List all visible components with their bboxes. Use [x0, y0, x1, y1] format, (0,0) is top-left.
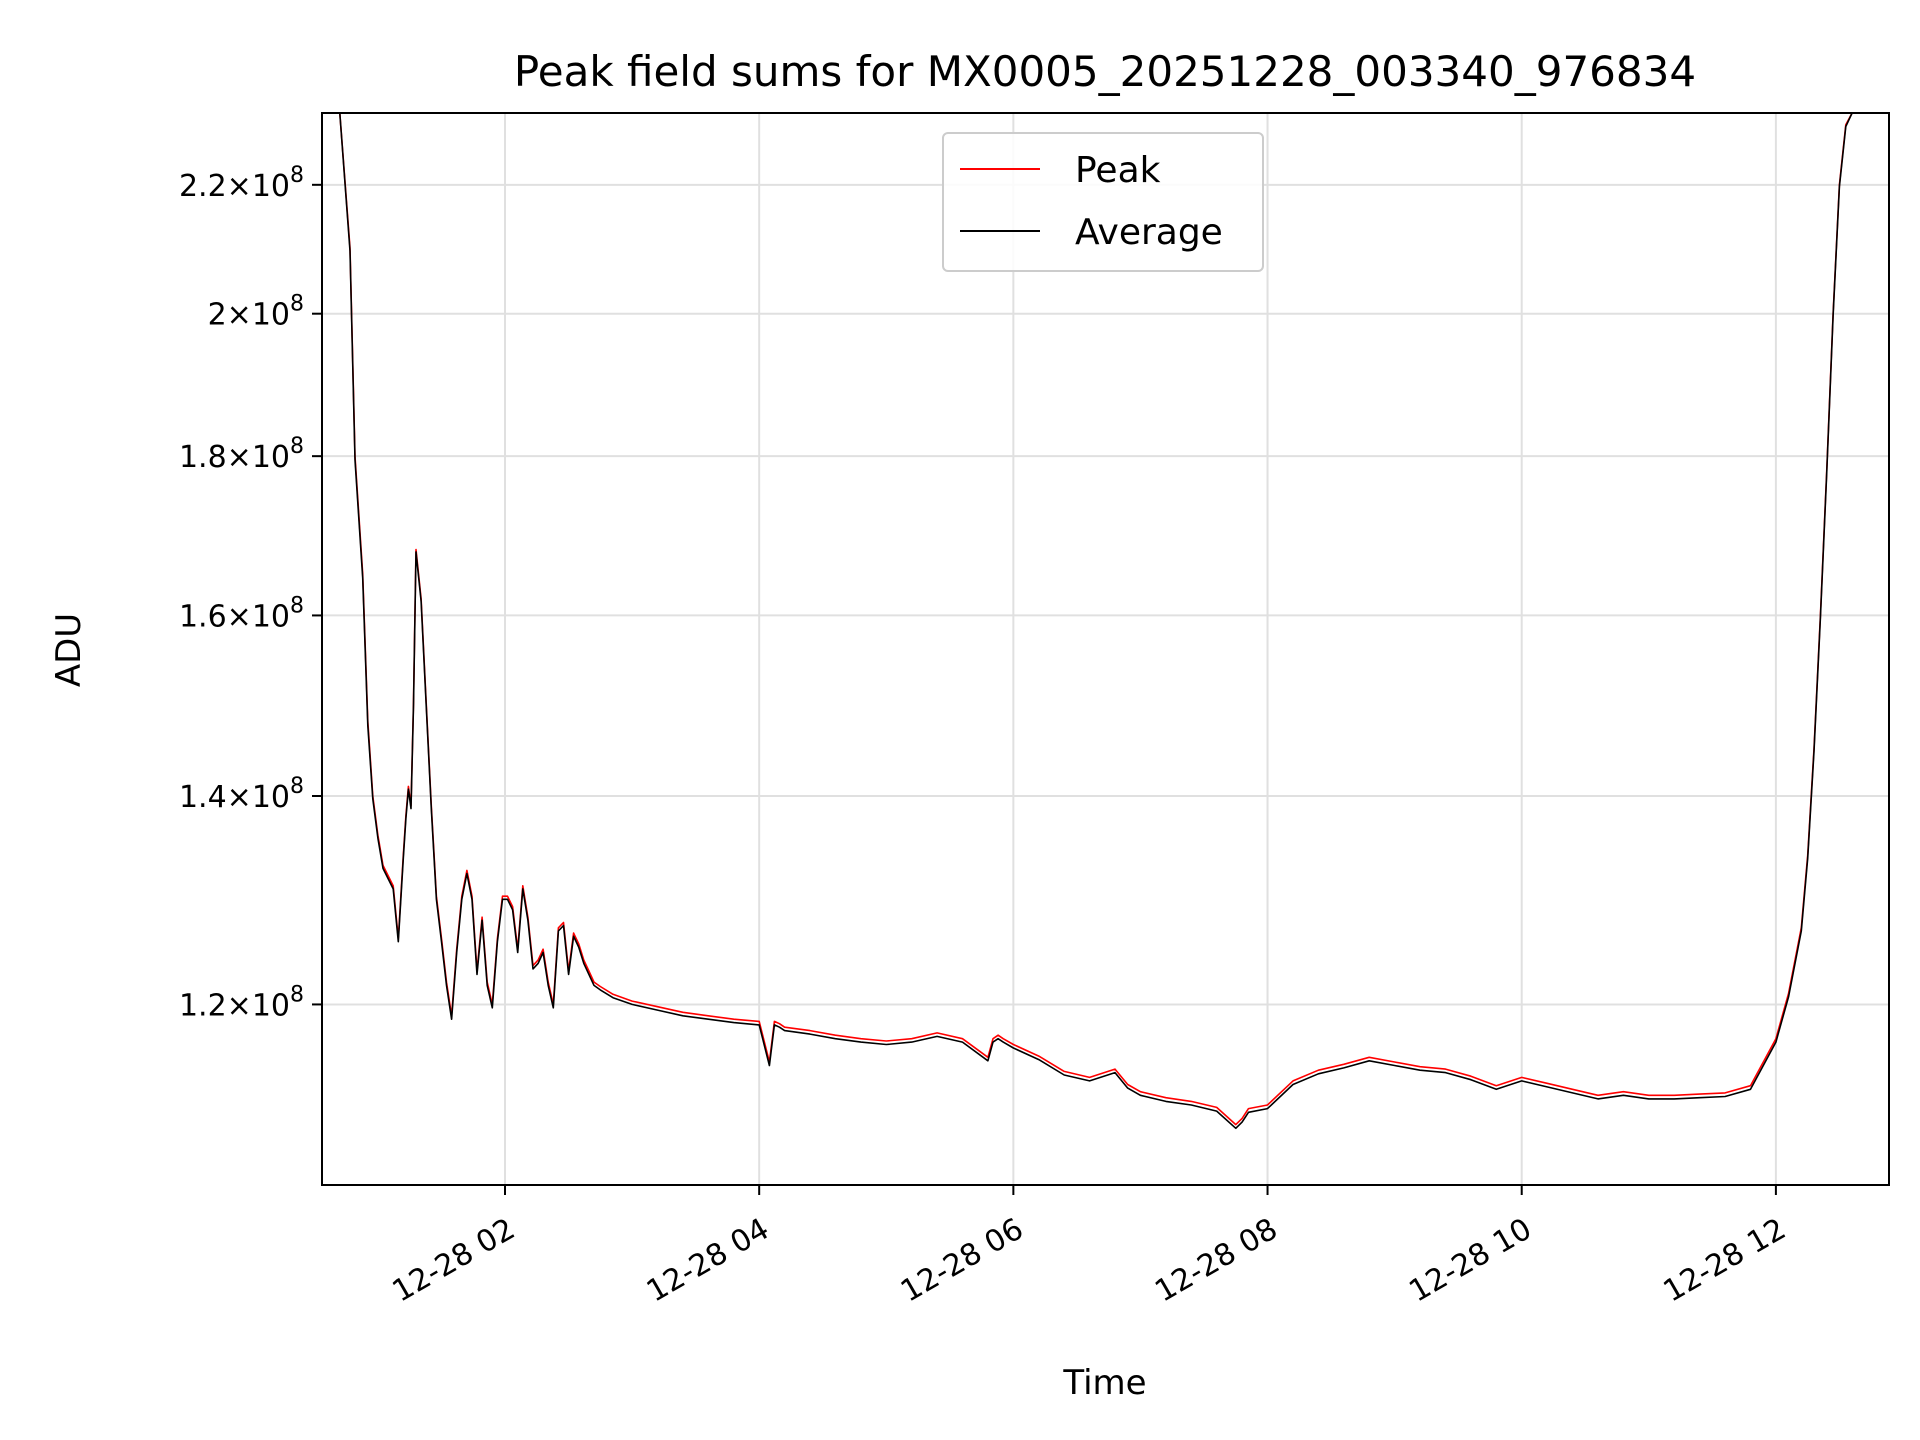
y-axis-ticks: 1.2×108 1.4×108 1.6×108 1.8×108 2×108 2.2×108: [179, 163, 322, 1023]
y-tick-label-2: 1.6×108: [179, 593, 304, 634]
legend-entries: Peak Average: [960, 150, 1223, 253]
y-tick-label-1: 1.4×108: [179, 774, 304, 815]
legend-box: [942, 132, 1264, 272]
x-axis-label: Time: [1062, 1363, 1146, 1403]
y-tick-label-4: 2×108: [208, 292, 304, 333]
series-line-average: [322, 113, 1889, 1130]
legend-label-average: Average: [1075, 212, 1223, 253]
grid-lines: [322, 113, 1889, 1185]
legend-label-peak: Peak: [1075, 150, 1161, 191]
legend: Peak Average: [942, 132, 1264, 272]
y-tick-label-5: 2.2×108: [179, 163, 304, 204]
y-tick-label-3: 1.8×108: [179, 434, 304, 475]
plot-background: [322, 113, 1889, 1185]
y-axis-label: ADU: [49, 613, 89, 687]
plot-frame: [321, 112, 1890, 1186]
series-lines: [322, 113, 1889, 1130]
chart-title: Peak field sums for MX0005_20251228_0033…: [514, 47, 1696, 96]
y-tick-label-0: 1.2×108: [179, 982, 304, 1023]
